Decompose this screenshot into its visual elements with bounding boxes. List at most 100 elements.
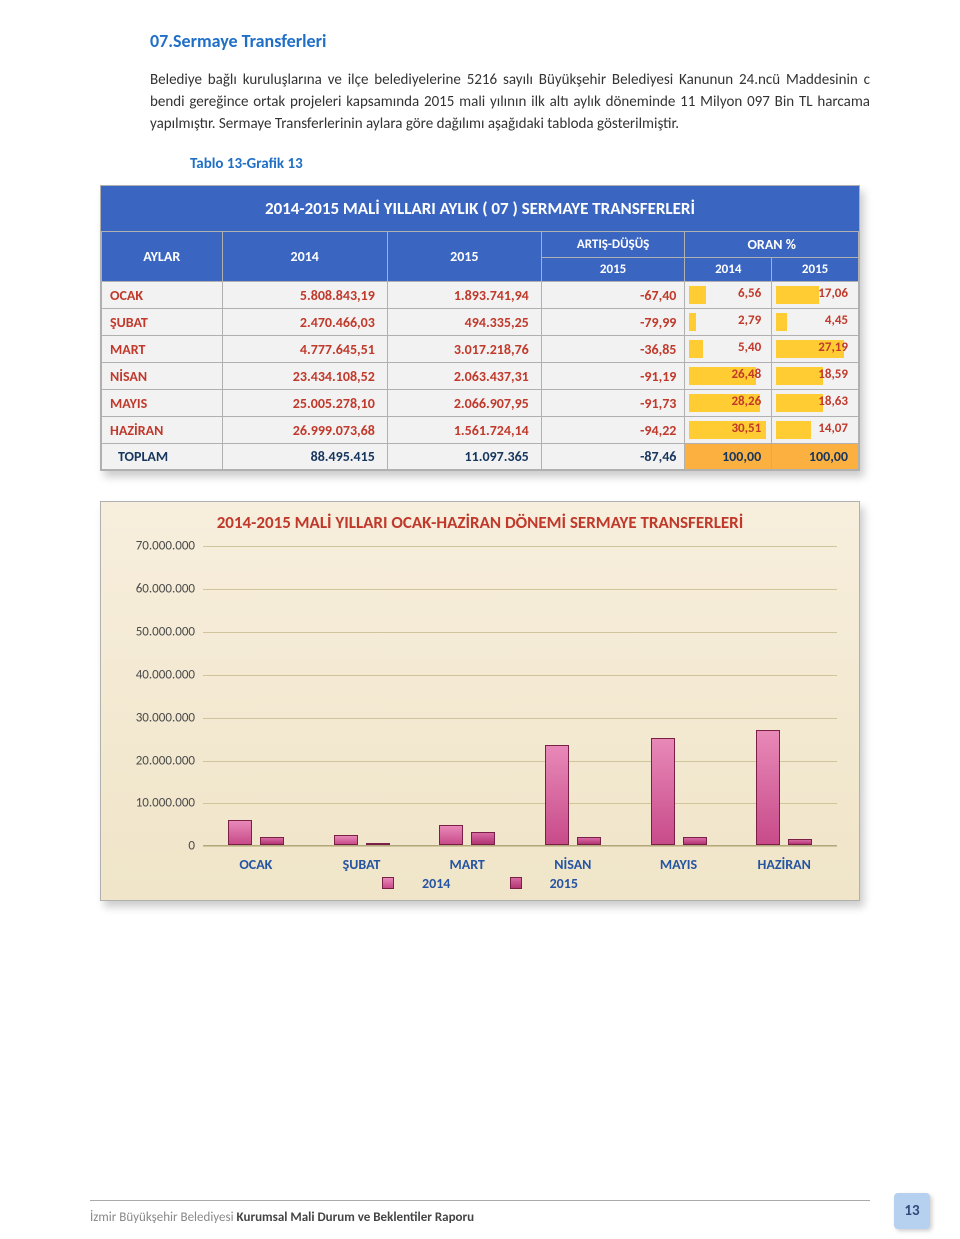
cell-oran-2015: 18,59 (772, 363, 859, 390)
th-oran: ORAN % (685, 232, 859, 258)
bar-group (309, 546, 415, 845)
cell-oran-2014: 5,40 (685, 336, 772, 363)
cell-2015: 1.561.724,14 (387, 417, 541, 444)
footer-report: Kurumsal Mali Durum ve Beklentiler Rapor… (237, 1210, 475, 1225)
cell-month: HAZİRAN (102, 417, 223, 444)
y-tick-label: 10.000.000 (113, 796, 195, 811)
th-artis-2015: 2015 (541, 258, 685, 282)
cell-2015: 2.066.907,95 (387, 390, 541, 417)
cell-diff: -87,46 (541, 444, 685, 470)
section-title: 07.Sermaye Transferleri (150, 30, 870, 52)
bar-2015 (260, 837, 284, 845)
bar-2015 (788, 839, 812, 846)
chart-title: 2014-2015 MALİ YILLARI OCAK-HAZİRAN DÖNE… (113, 512, 847, 534)
cell-oran-2014: 26,48 (685, 363, 772, 390)
table-row: NİSAN23.434.108,522.063.437,31-91,1926,4… (102, 363, 859, 390)
th-2015: 2015 (387, 232, 541, 282)
table-total-row: TOPLAM88.495.41511.097.365-87,46100,0010… (102, 444, 859, 470)
cell-2014: 23.434.108,52 (222, 363, 387, 390)
cell-2014: 4.777.645,51 (222, 336, 387, 363)
bar-2015 (683, 837, 707, 846)
footer-divider (90, 1200, 870, 1201)
legend-swatch-2015-icon (510, 877, 522, 889)
bar-chart: 2014-2015 MALİ YILLARI OCAK-HAZİRAN DÖNE… (100, 501, 860, 901)
x-tick-label: MAYIS (626, 852, 732, 873)
footer-text: İzmir Büyükşehir Belediyesi Kurumsal Mal… (90, 1210, 474, 1225)
page-number: 13 (894, 1193, 930, 1229)
cell-month: MAYIS (102, 390, 223, 417)
bar-2015 (577, 837, 601, 846)
body-paragraph: Belediye bağlı kuruluşlarına ve ilçe bel… (150, 70, 870, 135)
cell-2015: 2.063.437,31 (387, 363, 541, 390)
th-oran-2015: 2015 (772, 258, 859, 282)
cell-month: ŞUBAT (102, 309, 223, 336)
cell-diff: -94,22 (541, 417, 685, 444)
legend-2014: 2014 (368, 875, 464, 892)
y-tick-label: 70.000.000 (113, 539, 195, 554)
cell-oran-2014: 6,56 (685, 282, 772, 309)
cell-2015: 494.335,25 (387, 309, 541, 336)
table-row: ŞUBAT2.470.466,03494.335,25-79,992,794,4… (102, 309, 859, 336)
cell-2014: 88.495.415 (222, 444, 387, 470)
chart-legend: 2014 2015 (113, 875, 847, 892)
bar-group (203, 546, 309, 845)
cell-diff: -91,19 (541, 363, 685, 390)
bar-2014 (439, 825, 463, 845)
cell-2015: 1.893.741,94 (387, 282, 541, 309)
legend-label-2014: 2014 (422, 875, 450, 892)
cell-oran-2015: 17,06 (772, 282, 859, 309)
cell-oran-2014: 30,51 (685, 417, 772, 444)
cell-month: MART (102, 336, 223, 363)
bar-2014 (756, 730, 780, 846)
bar-group (731, 546, 837, 845)
cell-2014: 25.005.278,10 (222, 390, 387, 417)
cell-2014: 2.470.466,03 (222, 309, 387, 336)
cell-oran-2015: 18,63 (772, 390, 859, 417)
th-artis: ARTIŞ-DÜŞÜŞ (541, 232, 685, 258)
y-tick-label: 50.000.000 (113, 625, 195, 640)
legend-2015: 2015 (496, 875, 592, 892)
bar-2014 (334, 835, 358, 846)
cell-diff: -36,85 (541, 336, 685, 363)
y-tick-label: 20.000.000 (113, 753, 195, 768)
th-aylar: AYLAR (102, 232, 223, 282)
legend-swatch-2014-icon (382, 877, 394, 889)
cell-diff: -91,73 (541, 390, 685, 417)
y-tick-label: 30.000.000 (113, 710, 195, 725)
y-tick-label: 60.000.000 (113, 582, 195, 597)
bar-2015 (471, 832, 495, 845)
table-row: MAYIS25.005.278,102.066.907,95-91,7328,2… (102, 390, 859, 417)
cell-oran-2015: 4,45 (772, 309, 859, 336)
x-tick-label: HAZİRAN (731, 852, 837, 873)
bar-2014 (228, 820, 252, 845)
bar-group (626, 546, 732, 845)
bar-2015 (366, 843, 390, 845)
legend-label-2015: 2015 (550, 875, 578, 892)
y-tick-label: 0 (113, 839, 195, 854)
data-table: AYLAR 2014 2015 ARTIŞ-DÜŞÜŞ ORAN % 2015 … (101, 231, 859, 470)
cell-month: TOPLAM (102, 444, 223, 470)
cell-oran-2015: 100,00 (772, 444, 859, 470)
cell-diff: -79,99 (541, 309, 685, 336)
th-2014: 2014 (222, 232, 387, 282)
th-oran-2014: 2014 (685, 258, 772, 282)
cell-month: OCAK (102, 282, 223, 309)
cell-oran-2014: 100,00 (685, 444, 772, 470)
cell-2015: 11.097.365 (387, 444, 541, 470)
x-tick-label: MART (414, 852, 520, 873)
cell-month: NİSAN (102, 363, 223, 390)
x-tick-label: NİSAN (520, 852, 626, 873)
x-tick-label: OCAK (203, 852, 309, 873)
x-tick-label: ŞUBAT (309, 852, 415, 873)
cell-oran-2015: 27,19 (772, 336, 859, 363)
chart-xlabels: OCAKŞUBATMARTNİSANMAYISHAZİRAN (203, 852, 837, 873)
y-tick-label: 40.000.000 (113, 667, 195, 682)
bar-group (414, 546, 520, 845)
table-row: HAZİRAN26.999.073,681.561.724,14-94,2230… (102, 417, 859, 444)
table-caption: Tablo 13-Grafik 13 (190, 155, 870, 173)
cell-2014: 5.808.843,19 (222, 282, 387, 309)
cell-2015: 3.017.218,76 (387, 336, 541, 363)
footer-org: İzmir Büyükşehir Belediyesi (90, 1210, 234, 1225)
bars-container (203, 546, 837, 845)
cell-oran-2014: 28,26 (685, 390, 772, 417)
